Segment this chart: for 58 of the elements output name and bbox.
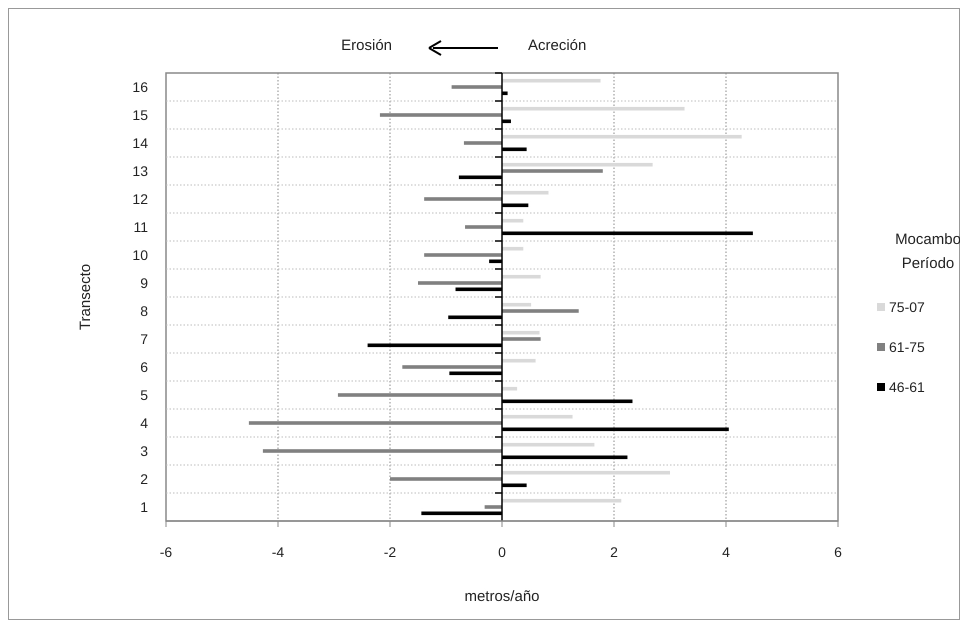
bar [502, 274, 541, 278]
x-tick-label: -4 [272, 544, 284, 560]
bar [502, 246, 524, 250]
y-tick-label: 8 [140, 303, 148, 319]
x-tick-label: -2 [384, 544, 396, 560]
text: Erosión [341, 37, 392, 54]
y-axis-title: Transecto [77, 264, 94, 330]
y-tick-label: 10 [132, 247, 148, 263]
bar [502, 169, 603, 173]
bar [502, 190, 548, 194]
legend-label: 75-07 [889, 299, 926, 315]
x-axis-title: metros/año [464, 588, 540, 605]
y-tick-label: 1 [140, 499, 148, 515]
bar [502, 78, 601, 82]
y-tick-label: 7 [140, 331, 148, 347]
legend-title: Mocambo Período [895, 231, 961, 272]
y-tick-label: 5 [140, 387, 148, 403]
y-tick-label: 2 [140, 471, 148, 487]
x-tick-label: 6 [834, 544, 842, 560]
text: Acreción [528, 37, 586, 54]
y-tick-label: 6 [140, 359, 148, 375]
bar [484, 505, 502, 509]
bar [502, 302, 532, 306]
bar [502, 134, 742, 138]
bar [465, 225, 502, 229]
bar [502, 330, 540, 334]
bar [502, 442, 594, 446]
y-tick-label: 15 [132, 107, 148, 123]
bar [502, 470, 670, 474]
x-tick-label: 2 [610, 544, 618, 560]
y-tick-label: 14 [132, 135, 148, 151]
y-tick-label: 9 [140, 275, 148, 291]
y-tick-label: 12 [132, 191, 148, 207]
bar [424, 253, 502, 257]
y-tick-label: 3 [140, 443, 148, 459]
bar [464, 141, 502, 145]
bar [418, 281, 502, 285]
x-tick-label: 4 [722, 544, 730, 560]
bar [452, 85, 502, 89]
y-tick-label: 16 [132, 79, 148, 95]
legend-label: 61-75 [889, 339, 926, 355]
x-tick-label: -6 [160, 544, 172, 560]
bar [502, 162, 653, 166]
bar [502, 106, 685, 110]
bar [502, 498, 622, 502]
bar [424, 197, 502, 201]
bar [502, 309, 579, 313]
bar [402, 365, 502, 369]
bar [502, 386, 518, 390]
y-tick-label: 13 [132, 163, 148, 179]
bar [502, 337, 541, 341]
x-tick-label: 0 [498, 544, 506, 560]
bar [502, 218, 524, 222]
y-tick-label: 11 [133, 219, 148, 235]
legend-label: 46-61 [889, 379, 926, 395]
bar [502, 414, 573, 418]
bar [502, 358, 536, 362]
y-tick-label: 4 [140, 415, 148, 431]
